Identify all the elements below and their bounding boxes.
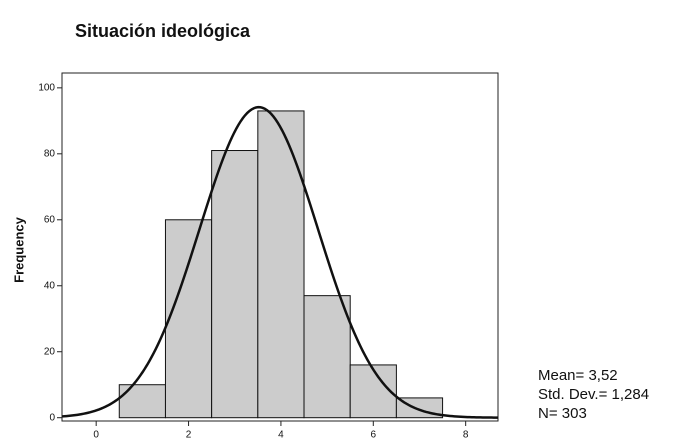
y-tick-label: 80 xyxy=(44,148,56,159)
stat-label: Std. Dev.= 1,284 xyxy=(538,386,649,403)
bar xyxy=(303,295,351,419)
x-tick-label: 6 xyxy=(371,430,377,441)
y-tick-label: 20 xyxy=(44,346,56,357)
stat-label: Mean= 3,52 xyxy=(538,367,618,384)
y-axis-label: Frequency xyxy=(11,216,26,283)
x-tick-label: 8 xyxy=(463,430,469,441)
y-tick-label: 60 xyxy=(44,214,56,225)
normal-curve xyxy=(61,105,499,419)
x-tick-label: 0 xyxy=(93,430,99,441)
chart-title: Situación ideológica xyxy=(75,21,251,41)
y-tick-label: 40 xyxy=(44,280,56,291)
bar xyxy=(257,110,305,419)
x-tick-label: 4 xyxy=(278,430,284,441)
bar xyxy=(211,150,259,419)
bar xyxy=(118,384,166,419)
x-tick-label: 2 xyxy=(186,430,192,441)
stat-label: N= 303 xyxy=(538,405,587,422)
bar xyxy=(164,219,213,419)
y-tick-label: 100 xyxy=(38,82,55,93)
y-tick-label: 0 xyxy=(49,412,55,423)
